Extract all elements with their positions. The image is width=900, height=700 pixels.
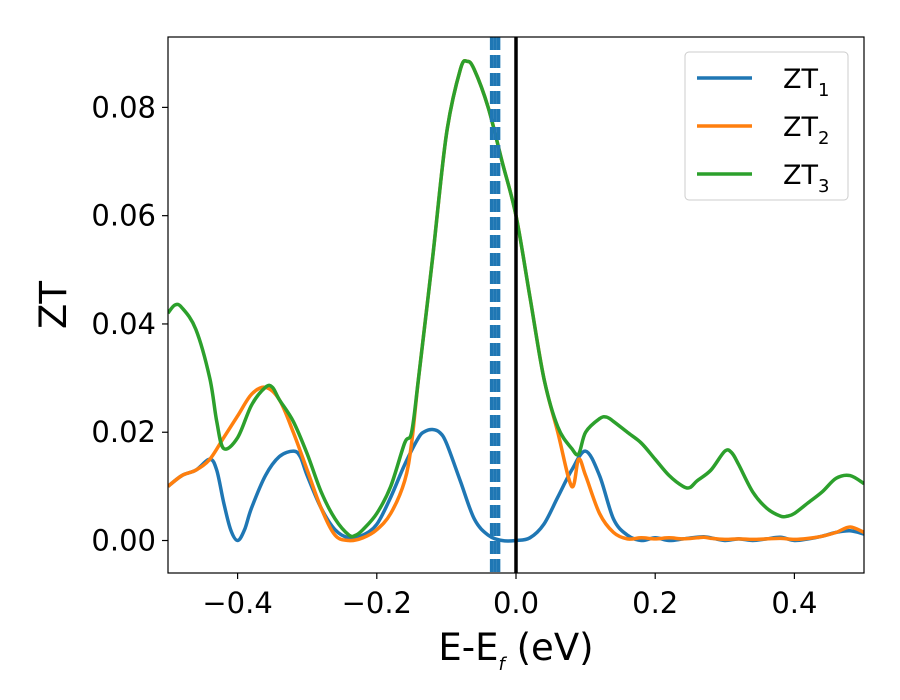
x-tick-label: 0.2 — [632, 586, 678, 620]
y-tick-label: 0.00 — [91, 524, 156, 558]
y-tick-label: 0.08 — [91, 90, 156, 124]
x-tick-label: −0.4 — [202, 586, 272, 620]
y-tick-label: 0.04 — [91, 307, 156, 341]
series-layer — [168, 58, 864, 543]
x-axis: −0.4 −0.2 0.0 0.2 0.4 — [202, 573, 817, 620]
x-axis-label: E-Ef (eV) — [438, 626, 593, 675]
legend: ZT1 ZT2 ZT3 — [684, 51, 849, 201]
vertical-lines-layer — [489, 37, 518, 573]
legend-box — [684, 51, 849, 201]
legend-label-zt1: ZT1 — [783, 64, 829, 101]
y-tick-label: 0.06 — [91, 199, 156, 233]
y-tick-label: 0.02 — [91, 415, 156, 449]
x-tick-label: −0.2 — [342, 586, 412, 620]
x-tick-label: 0.0 — [493, 586, 539, 620]
legend-label-zt2: ZT2 — [783, 112, 829, 149]
y-axis: 0.00 0.02 0.04 0.06 0.08 — [91, 90, 168, 558]
series-line-zt3 — [168, 58, 864, 539]
x-tick-label: 0.4 — [771, 586, 817, 620]
y-axis-label: ZT — [32, 281, 75, 329]
legend-label-zt3: ZT3 — [783, 160, 829, 197]
